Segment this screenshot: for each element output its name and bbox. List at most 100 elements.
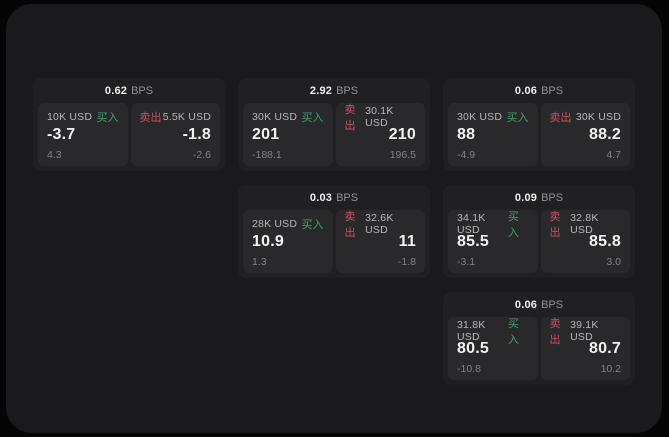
buy-delta: 1.3 — [252, 256, 267, 268]
bps-value: 0.09 — [514, 191, 538, 204]
buy-panel-header: 31.8K USD 买入 — [457, 318, 529, 346]
buy-delta: -4.9 — [457, 149, 476, 161]
buy-panel-header: 28K USD 买入 — [252, 217, 324, 231]
sell-panel[interactable]: 卖出 30K USD 88.2 4.7 — [540, 103, 630, 166]
buy-price: 80.5 — [457, 340, 489, 357]
sell-price: 85.8 — [589, 233, 621, 250]
sell-panel-header: 卖出 5.5K USD — [139, 110, 212, 124]
buy-side-label: 买入 — [507, 317, 519, 346]
sell-panel[interactable]: 卖出 32.8K USD 85.8 3.0 — [540, 210, 630, 273]
buy-amount: 31.8K USD — [457, 318, 486, 343]
sell-side-label: 卖出 — [549, 111, 572, 124]
card-bps-header: 0.03 BPS — [238, 185, 430, 210]
sell-delta: 196.5 — [389, 149, 416, 161]
buy-side-label: 买入 — [506, 111, 529, 124]
buy-panel-header: 34.1K USD 买入 — [457, 211, 529, 239]
sell-side-label: 卖出 — [139, 111, 162, 124]
sell-panel[interactable]: 卖出 30.1K USD 210 196.5 — [335, 103, 425, 166]
bps-unit: BPS — [131, 84, 154, 97]
buy-panel[interactable]: 31.8K USD 买入 80.5 -10.8 — [448, 317, 538, 380]
buy-delta: -188.1 — [252, 149, 282, 161]
buy-delta: 4.3 — [47, 149, 62, 161]
buy-delta: -10.8 — [457, 363, 481, 375]
bps-value: 0.06 — [514, 84, 538, 97]
sell-amount: 32.6K USD — [365, 211, 394, 236]
buy-amount: 30K USD — [457, 110, 503, 123]
sell-panel[interactable]: 卖出 39.1K USD 80.7 10.2 — [540, 317, 630, 380]
buy-price: 201 — [252, 126, 280, 143]
sell-side-label: 卖出 — [344, 103, 356, 132]
sell-price: 88.2 — [589, 126, 621, 143]
buy-side-label: 买入 — [301, 111, 324, 124]
buy-panel-header: 30K USD 买入 — [252, 110, 324, 124]
bps-unit: BPS — [541, 298, 564, 311]
quote-card: 0.06 BPS 30K USD 买入 88 -4.9 卖出 30K USD 8… — [443, 78, 635, 171]
buy-panel[interactable]: 30K USD 买入 88 -4.9 — [448, 103, 538, 166]
sell-side-label: 卖出 — [549, 210, 561, 239]
card-body: 30K USD 买入 201 -188.1 卖出 30.1K USD 210 1… — [238, 103, 430, 171]
buy-panel[interactable]: 30K USD 买入 201 -188.1 — [243, 103, 333, 166]
card-body: 10K USD 买入 -3.7 4.3 卖出 5.5K USD -1.8 -2.… — [33, 103, 225, 171]
quote-card: 0.62 BPS 10K USD 买入 -3.7 4.3 卖出 5.5K USD… — [33, 78, 225, 171]
buy-price: -3.7 — [47, 126, 76, 143]
buy-side-label: 买入 — [96, 111, 119, 124]
buy-price: 88 — [457, 126, 476, 143]
buy-panel[interactable]: 28K USD 买入 10.9 1.3 — [243, 210, 333, 273]
sell-delta: 10.2 — [600, 363, 621, 375]
card-body: 31.8K USD 买入 80.5 -10.8 卖出 39.1K USD 80.… — [443, 317, 635, 385]
sell-panel-header: 卖出 30.1K USD — [345, 104, 417, 132]
sell-delta: -1.8 — [397, 256, 416, 268]
buy-amount: 34.1K USD — [457, 211, 486, 236]
bps-unit: BPS — [541, 191, 564, 204]
card-bps-header: 0.09 BPS — [443, 185, 635, 210]
bps-unit: BPS — [541, 84, 564, 97]
sell-panel-header: 卖出 39.1K USD — [550, 318, 622, 346]
buy-side-label: 买入 — [301, 218, 324, 231]
bps-unit: BPS — [336, 191, 359, 204]
sell-delta: 3.0 — [606, 256, 621, 268]
sell-delta: 4.7 — [606, 149, 621, 161]
buy-side-label: 买入 — [507, 210, 519, 239]
sell-panel-header: 卖出 32.6K USD — [345, 211, 417, 239]
sell-panel[interactable]: 卖出 32.6K USD 11 -1.8 — [335, 210, 425, 273]
sell-amount: 30.1K USD — [365, 104, 394, 129]
bps-value: 0.62 — [104, 84, 128, 97]
buy-amount: 10K USD — [47, 110, 93, 123]
card-bps-header: 0.06 BPS — [443, 292, 635, 317]
sell-amount: 5.5K USD — [162, 110, 211, 123]
sell-price: -1.8 — [182, 126, 211, 143]
sell-price: 210 — [388, 126, 416, 143]
sell-amount: 32.8K USD — [570, 211, 599, 236]
card-bps-header: 0.62 BPS — [33, 78, 225, 103]
sell-panel-header: 卖出 32.8K USD — [550, 211, 622, 239]
sell-panel-header: 卖出 30K USD — [549, 110, 622, 124]
card-bps-header: 2.92 BPS — [238, 78, 430, 103]
quote-card: 0.03 BPS 28K USD 买入 10.9 1.3 卖出 32.6K US… — [238, 185, 430, 278]
card-body: 28K USD 买入 10.9 1.3 卖出 32.6K USD 11 -1.8 — [238, 210, 430, 278]
buy-amount: 30K USD — [252, 110, 298, 123]
bps-value: 0.03 — [309, 191, 333, 204]
quote-cards-grid: 0.62 BPS 10K USD 买入 -3.7 4.3 卖出 5.5K USD… — [33, 78, 643, 385]
card-body: 30K USD 买入 88 -4.9 卖出 30K USD 88.2 4.7 — [443, 103, 635, 171]
bps-value: 0.06 — [514, 298, 538, 311]
buy-panel[interactable]: 34.1K USD 买入 85.5 -3.1 — [448, 210, 538, 273]
buy-panel-header: 10K USD 买入 — [47, 110, 119, 124]
buy-amount: 28K USD — [252, 217, 298, 230]
sell-price: 11 — [398, 233, 416, 250]
bps-unit: BPS — [336, 84, 359, 97]
quote-card: 2.92 BPS 30K USD 买入 201 -188.1 卖出 30.1K … — [238, 78, 430, 171]
quote-card: 0.09 BPS 34.1K USD 买入 85.5 -3.1 卖出 32.8K… — [443, 185, 635, 278]
buy-panel[interactable]: 10K USD 买入 -3.7 4.3 — [38, 103, 128, 166]
card-bps-header: 0.06 BPS — [443, 78, 635, 103]
sell-side-label: 卖出 — [549, 317, 561, 346]
sell-delta: -2.6 — [192, 149, 211, 161]
sell-amount: 39.1K USD — [570, 318, 599, 343]
sell-price: 80.7 — [589, 340, 621, 357]
quote-card: 0.06 BPS 31.8K USD 买入 80.5 -10.8 卖出 39.1… — [443, 292, 635, 385]
sell-amount: 30K USD — [575, 110, 621, 123]
buy-price: 10.9 — [252, 233, 284, 250]
sell-panel[interactable]: 卖出 5.5K USD -1.8 -2.6 — [130, 103, 220, 166]
buy-price: 85.5 — [457, 233, 489, 250]
buy-panel-header: 30K USD 买入 — [457, 110, 529, 124]
bps-value: 2.92 — [309, 84, 333, 97]
